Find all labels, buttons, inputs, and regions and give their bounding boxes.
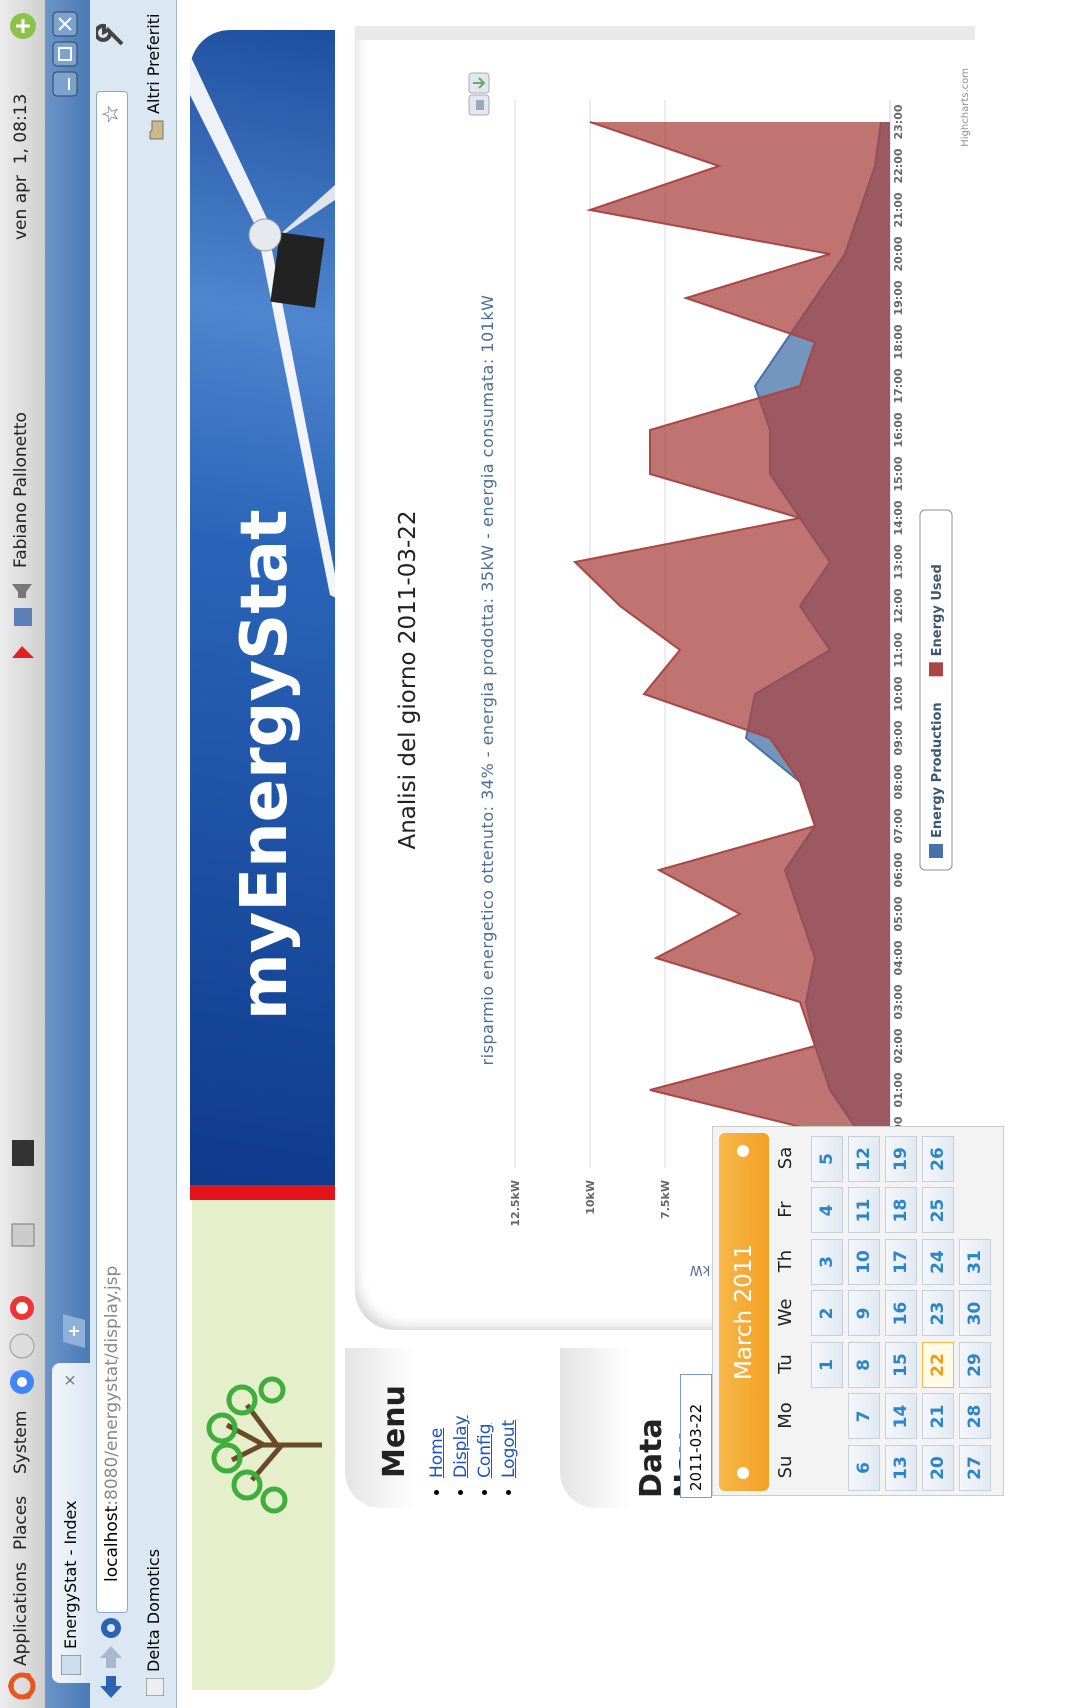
y-axis-title: kW: [690, 1262, 711, 1277]
credits: Highcharts.com: [960, 68, 971, 147]
x-tick-label: 05:00: [892, 896, 905, 931]
x-tick-label: 14:00: [892, 500, 905, 535]
x-tick-label: 15:00: [892, 456, 905, 491]
calendar-day[interactable]: 8: [848, 1342, 880, 1388]
export-buttons[interactable]: [468, 72, 492, 116]
calendar-day[interactable]: 29: [959, 1342, 991, 1388]
calendar-weekday: Fr: [775, 1186, 796, 1234]
x-tick-label: 04:00: [892, 940, 905, 975]
calendar-day[interactable]: 14: [885, 1394, 917, 1440]
y-tick-label: 7.5kW: [659, 1180, 672, 1219]
date-input[interactable]: 2011-03-22: [680, 1374, 712, 1498]
calendar-day[interactable]: 5: [811, 1136, 843, 1182]
y-tick-label: 12.5kW: [509, 1180, 522, 1227]
x-tick-label: 02:00: [892, 1028, 905, 1063]
calendar-day[interactable]: 4: [811, 1188, 843, 1234]
calendar-day[interactable]: 9: [848, 1291, 880, 1337]
x-tick-label: 18:00: [892, 324, 905, 359]
x-tick-label: 06:00: [892, 852, 905, 887]
calendar-next[interactable]: [737, 1145, 749, 1157]
legend-label: Energy Used: [930, 564, 945, 656]
x-tick-label: 07:00: [892, 808, 905, 843]
calendar-day[interactable]: 27: [959, 1445, 991, 1491]
calendar-prev[interactable]: [737, 1467, 749, 1479]
calendar-day[interactable]: 20: [922, 1445, 954, 1491]
calendar-day[interactable]: 22: [922, 1342, 954, 1388]
x-tick-label: 03:00: [892, 984, 905, 1019]
calendar-day[interactable]: 23: [922, 1291, 954, 1337]
x-tick-label: 08:00: [892, 764, 905, 799]
x-tick-label: 13:00: [892, 544, 905, 579]
calendar-day[interactable]: 6: [848, 1445, 880, 1491]
calendar-day[interactable]: 28: [959, 1394, 991, 1440]
legend-label: Energy Production: [930, 702, 945, 838]
calendar-day[interactable]: 18: [885, 1188, 917, 1234]
x-tick-label: 20:00: [892, 236, 905, 271]
x-tick-label: 23:00: [892, 104, 905, 139]
calendar-month: March 2011: [731, 1244, 757, 1380]
calendar-day[interactable]: 17: [885, 1239, 917, 1285]
x-tick-label: 21:00: [892, 192, 905, 227]
x-tick-label: 09:00: [892, 720, 905, 755]
calendar-header: March 2011: [719, 1133, 769, 1491]
x-tick-label: 12:00: [892, 588, 905, 623]
calendar-day[interactable]: 11: [848, 1188, 880, 1234]
legend-swatch: [929, 662, 943, 676]
calendar-day[interactable]: 10: [848, 1239, 880, 1285]
x-tick-label: 17:00: [892, 368, 905, 403]
legend-swatch: [929, 844, 943, 858]
calendar-day[interactable]: 24: [922, 1239, 954, 1285]
desktop: Applications Places System Fabiano Pallo…: [0, 0, 1086, 1708]
calendar-day[interactable]: 3: [811, 1239, 843, 1285]
calendar-weekday: Mo: [775, 1392, 796, 1440]
calendar-weekday: Tu: [775, 1340, 796, 1388]
x-tick-label: 01:00: [892, 1072, 905, 1107]
x-tick-label: 22:00: [892, 148, 905, 183]
x-tick-label: 10:00: [892, 676, 905, 711]
calendar-day[interactable]: 1: [811, 1342, 843, 1388]
calendar-day[interactable]: 21: [922, 1394, 954, 1440]
calendar-weekday: Th: [775, 1237, 796, 1285]
calendar-day[interactable]: 25: [922, 1188, 954, 1234]
calendar-day[interactable]: 19: [885, 1136, 917, 1182]
calendar-day[interactable]: 26: [922, 1136, 954, 1182]
screen: Applications Places System Fabiano Pallo…: [0, 0, 1086, 1708]
calendar-day[interactable]: 16: [885, 1291, 917, 1337]
calendar-day[interactable]: 15: [885, 1342, 917, 1388]
x-tick-label: 16:00: [892, 412, 905, 447]
calendar-day[interactable]: 2: [811, 1291, 843, 1337]
page: EnergyStat - Index { "panel": {"menus": …: [0, 0, 1086, 1708]
calendar-day[interactable]: 31: [959, 1239, 991, 1285]
x-tick-label: 11:00: [892, 632, 905, 667]
x-tick-label: 19:00: [892, 280, 905, 315]
y-tick-label: 10kW: [584, 1180, 597, 1215]
calendar-day[interactable]: 7: [848, 1394, 880, 1440]
calendar-weekday: Sa: [775, 1134, 796, 1182]
calendar-weekday: We: [775, 1289, 796, 1337]
calendar-day[interactable]: 13: [885, 1445, 917, 1491]
calendar-day[interactable]: 30: [959, 1291, 991, 1337]
calendar-weekday: Su: [775, 1443, 796, 1491]
calendar-day[interactable]: 12: [848, 1136, 880, 1182]
